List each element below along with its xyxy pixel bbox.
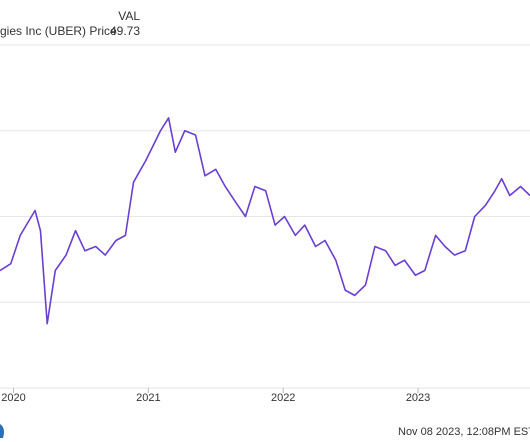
footer: Nov 08 2023, 12:08PM EST. Powered b bbox=[398, 426, 530, 438]
x-tick-label: 2021 bbox=[136, 392, 160, 404]
x-tick-label: 2020 bbox=[1, 392, 25, 404]
last-value: 49.73 bbox=[110, 24, 140, 38]
value-header: VAL bbox=[118, 9, 140, 23]
price-line bbox=[0, 117, 530, 325]
x-tick-label: 2023 bbox=[406, 392, 430, 404]
x-tick-label: 2022 bbox=[271, 392, 295, 404]
logo bbox=[0, 424, 4, 438]
legend-label: gies Inc (UBER) Price bbox=[0, 24, 117, 38]
